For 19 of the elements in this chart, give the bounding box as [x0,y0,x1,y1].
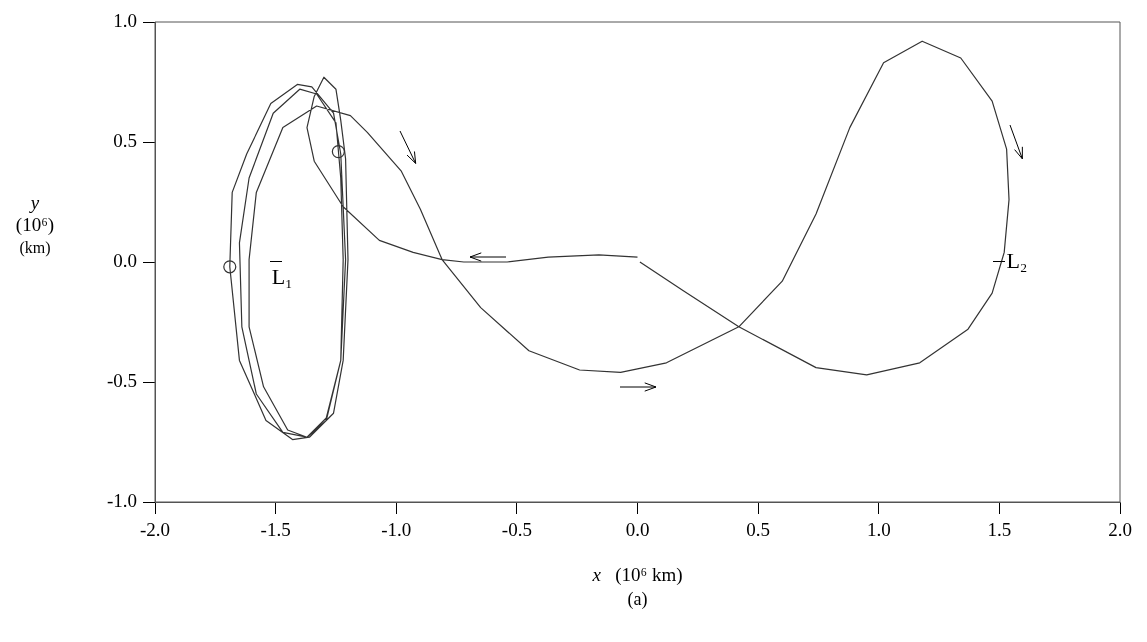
y-tick-label: -1.0 [106,489,137,511]
x-tick-label: 0.0 [625,519,650,541]
x-tick-label: 2.0 [1108,519,1132,541]
x-tick-label: 1.5 [987,519,1012,541]
x-tick-label: 1.0 [866,519,891,541]
x-tick-label: 0.5 [746,519,770,541]
y-tick-label: 0.0 [113,249,137,271]
x-tick-label: -2.0 [139,519,171,541]
x-tick-label: -1.5 [260,519,291,541]
annotation: L₂ [1006,248,1028,274]
y-tick-label: -0.5 [106,369,137,391]
x-tick-label: -0.5 [501,519,532,541]
y-axis-title: y (10⁶) (km) [14,192,56,258]
y-tick-label: 0.5 [113,129,137,151]
text: (a) [626,589,649,610]
x-tick-label: -1.0 [381,519,412,541]
y-tick-label: 1.0 [113,9,137,31]
annotation: L₁ [271,264,293,290]
x-axis-title: x (10⁶ km) [591,564,684,586]
